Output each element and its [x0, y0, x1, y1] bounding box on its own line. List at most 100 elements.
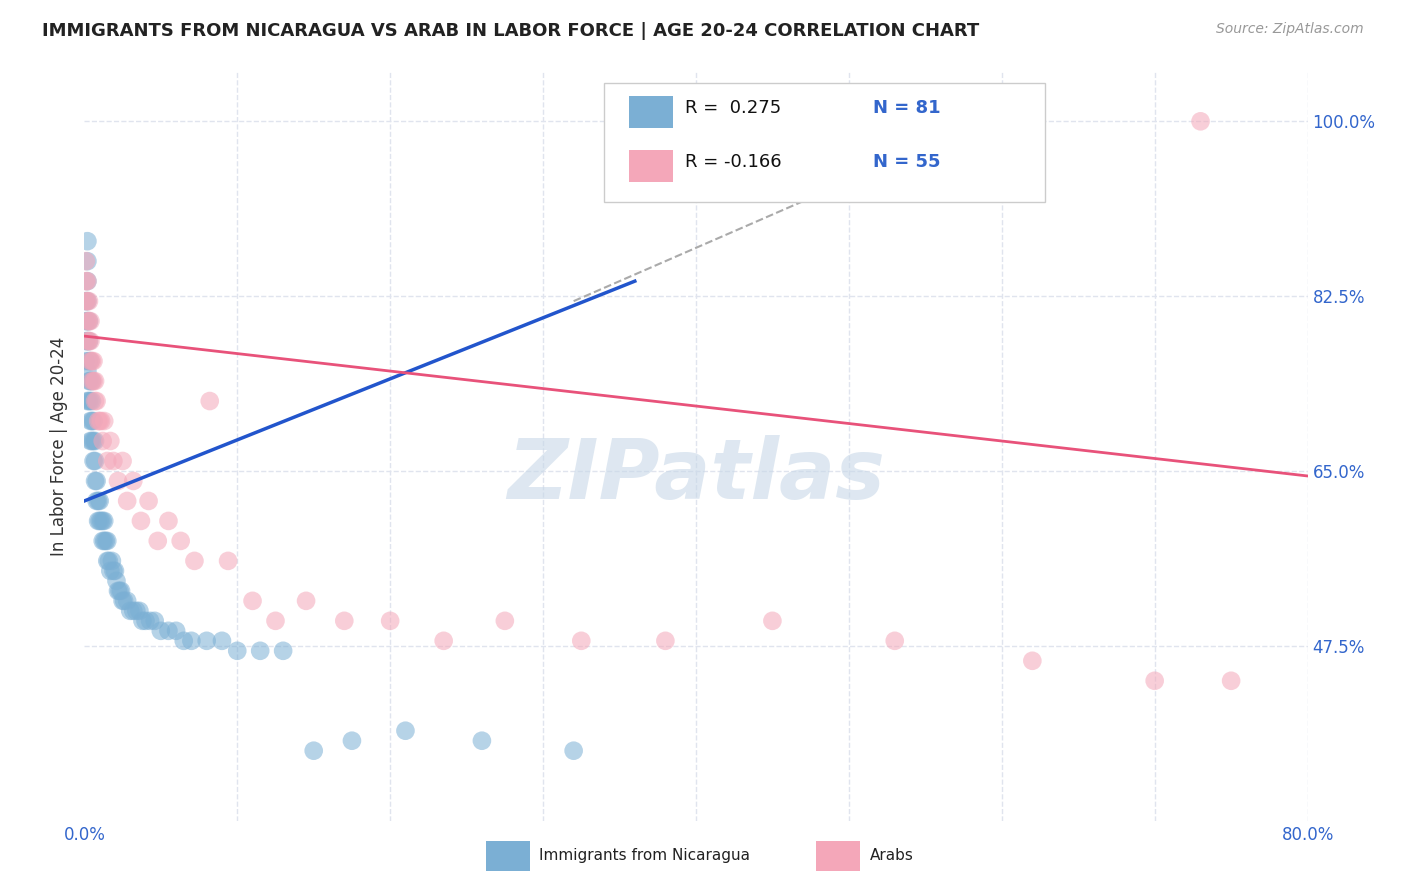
- Point: [340, 733, 363, 747]
- FancyBboxPatch shape: [628, 150, 672, 181]
- Point: [103, 454, 125, 468]
- FancyBboxPatch shape: [628, 95, 672, 128]
- Point: [149, 624, 172, 638]
- Point: [79, 334, 101, 348]
- Text: R =  0.275: R = 0.275: [685, 99, 782, 117]
- Point: [86, 474, 108, 488]
- Point: [75, 334, 97, 348]
- Point: [91, 434, 114, 448]
- FancyBboxPatch shape: [485, 841, 530, 871]
- Point: [165, 624, 187, 638]
- Text: Arabs: Arabs: [870, 848, 914, 863]
- Point: [157, 624, 180, 638]
- Point: [96, 533, 118, 548]
- Point: [89, 414, 111, 428]
- Point: [98, 434, 121, 448]
- Point: [115, 494, 138, 508]
- Point: [271, 644, 294, 658]
- Text: Source: ZipAtlas.com: Source: ZipAtlas.com: [1216, 22, 1364, 37]
- Point: [84, 454, 107, 468]
- Point: [84, 434, 107, 448]
- Point: [111, 454, 134, 468]
- Point: [76, 394, 98, 409]
- Point: [91, 514, 114, 528]
- Point: [75, 274, 97, 288]
- Point: [157, 514, 180, 528]
- Point: [242, 594, 264, 608]
- Point: [89, 494, 111, 508]
- Point: [112, 594, 135, 608]
- Point: [77, 334, 100, 348]
- Point: [83, 454, 105, 468]
- Point: [75, 314, 97, 328]
- Point: [183, 554, 205, 568]
- Point: [79, 354, 101, 368]
- Point: [76, 254, 98, 268]
- Point: [86, 394, 108, 409]
- Point: [83, 414, 105, 428]
- Point: [79, 394, 101, 409]
- Point: [761, 614, 783, 628]
- Point: [170, 533, 193, 548]
- Point: [77, 294, 100, 309]
- Text: Immigrants from Nicaragua: Immigrants from Nicaragua: [540, 848, 751, 863]
- Point: [84, 474, 107, 488]
- Point: [139, 614, 162, 628]
- Point: [333, 614, 356, 628]
- Point: [77, 354, 100, 368]
- Point: [80, 434, 103, 448]
- Point: [135, 614, 157, 628]
- Point: [146, 533, 169, 548]
- Point: [86, 494, 108, 508]
- Y-axis label: In Labor Force | Age 20-24: In Labor Force | Age 20-24: [51, 336, 69, 556]
- Point: [93, 533, 115, 548]
- Point: [76, 314, 98, 328]
- Point: [93, 414, 115, 428]
- Point: [264, 614, 287, 628]
- Point: [380, 614, 402, 628]
- Point: [217, 554, 239, 568]
- Point: [1143, 673, 1166, 688]
- Text: N = 81: N = 81: [873, 99, 941, 117]
- Point: [883, 633, 905, 648]
- Point: [226, 644, 249, 658]
- Point: [77, 334, 100, 348]
- Point: [83, 374, 105, 388]
- Text: R = -0.166: R = -0.166: [685, 153, 782, 171]
- Point: [122, 474, 145, 488]
- Text: N = 55: N = 55: [873, 153, 941, 171]
- FancyBboxPatch shape: [605, 83, 1045, 202]
- Point: [138, 494, 160, 508]
- Point: [394, 723, 416, 738]
- Point: [80, 374, 103, 388]
- Point: [80, 394, 103, 409]
- Point: [75, 354, 97, 368]
- Point: [94, 533, 117, 548]
- Point: [75, 254, 97, 268]
- Point: [107, 583, 129, 598]
- Point: [77, 374, 100, 388]
- Point: [80, 374, 103, 388]
- Point: [83, 354, 105, 368]
- Point: [249, 644, 271, 658]
- Point: [110, 583, 132, 598]
- Point: [569, 633, 592, 648]
- Point: [76, 314, 98, 328]
- Point: [76, 334, 98, 348]
- Point: [295, 594, 318, 608]
- Point: [89, 514, 111, 528]
- Point: [84, 374, 107, 388]
- Point: [494, 614, 516, 628]
- Point: [91, 533, 114, 548]
- Point: [97, 554, 120, 568]
- Point: [96, 554, 118, 568]
- Point: [143, 614, 166, 628]
- Point: [103, 564, 125, 578]
- Point: [76, 274, 98, 288]
- Point: [80, 354, 103, 368]
- Point: [125, 604, 148, 618]
- Point: [1021, 654, 1043, 668]
- Point: [471, 733, 494, 747]
- Point: [98, 564, 121, 578]
- Point: [87, 494, 110, 508]
